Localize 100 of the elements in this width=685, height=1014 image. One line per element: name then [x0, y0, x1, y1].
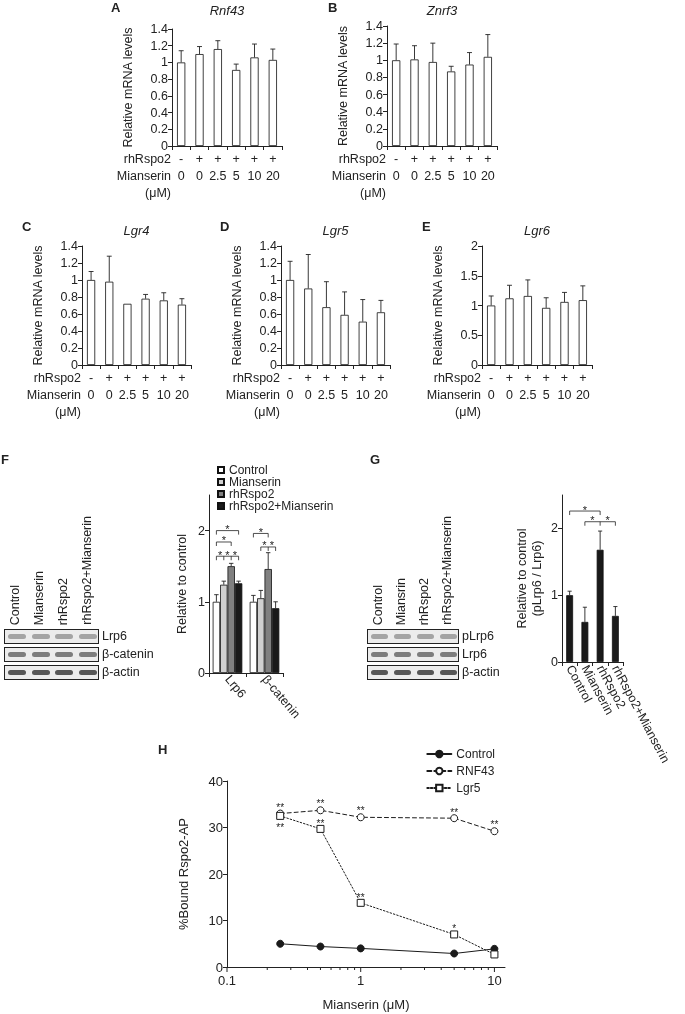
x-tick-label: + 0	[505, 370, 514, 402]
y-tick-label: 0	[551, 655, 559, 669]
y-axis-title: Relative mRNA levels	[30, 245, 45, 366]
bar	[376, 312, 385, 365]
bar	[358, 321, 367, 365]
x-tick-label: + 5	[232, 151, 240, 183]
y-tick-label: 2	[198, 523, 206, 538]
x-tick-label: + 5	[542, 370, 550, 402]
y-tick-label: 1.4	[150, 22, 169, 36]
text: H	[158, 742, 168, 757]
chart-title: Lgr4	[123, 222, 150, 238]
text: C	[22, 219, 32, 234]
annotation: **	[276, 801, 285, 813]
legend-label: Lgr5	[456, 781, 481, 795]
y-tick-label: 1	[71, 273, 79, 287]
x-tick-label: + 2.5	[424, 151, 442, 183]
bar	[465, 64, 474, 146]
x-axis-title: rhRspo2 Mianserin (μM)	[426, 370, 482, 419]
y-axis-title: Relative mRNA levels	[120, 27, 135, 148]
y-tick-label: 1	[471, 298, 479, 313]
y-axis-title: Relative mRNA levels	[229, 245, 244, 366]
bar	[340, 314, 349, 365]
y-tick-label: 1.2	[365, 36, 384, 51]
y-tick-label: 1.4	[60, 239, 79, 253]
annotation: *	[221, 534, 227, 547]
bar	[542, 307, 551, 365]
y-tick-label: 30	[208, 820, 223, 835]
y-tick-label: 0.4	[150, 105, 169, 120]
bar	[159, 300, 168, 365]
x-tick-label: + 10	[355, 370, 370, 402]
y-tick-label: 1.5	[460, 268, 479, 283]
x-tick-label: + 2.5	[209, 151, 227, 183]
y-tick-label: 0.8	[150, 72, 169, 87]
x-tick-label: + 10	[247, 151, 262, 183]
x-tick-label: + 20	[174, 370, 189, 402]
category-label: Lrp6	[102, 629, 128, 643]
annotation: *	[225, 523, 231, 536]
text: B	[328, 0, 338, 15]
category-label: β-actin	[462, 665, 500, 679]
x-axis-title: rhRspo2 Mianserin (μM)	[331, 151, 387, 200]
y-tick-label: 1	[376, 53, 384, 68]
y-tick-label: 0	[376, 139, 384, 153]
annotation: *	[582, 503, 588, 516]
x-tick-label: + 20	[480, 151, 495, 183]
y-tick-label: 0.2	[150, 122, 169, 137]
y-tick-label: 0.4	[365, 104, 384, 119]
x-tick-label: + 2.5	[118, 370, 137, 402]
annotation: *	[590, 514, 596, 527]
x-tick-label: + 20	[265, 151, 280, 183]
x-tick-label: - 0	[392, 151, 400, 183]
chart-title: Rnf43	[209, 2, 246, 18]
y-tick-label: 0.6	[60, 307, 79, 321]
legend-label: Mianserin	[229, 475, 282, 489]
bar	[447, 71, 456, 146]
bar	[392, 60, 401, 146]
y-tick-label: 2	[471, 239, 479, 253]
bar	[177, 304, 186, 365]
y-tick-label: 0	[471, 358, 479, 372]
annotation: **	[276, 821, 285, 833]
y-tick-label: 1.2	[150, 38, 169, 53]
x-axis-title: Mianserin (μM)	[322, 997, 410, 1012]
bar	[268, 59, 277, 146]
y-tick-label: 0.6	[259, 307, 278, 321]
text: G	[370, 452, 381, 467]
y-tick-label: 0	[198, 666, 206, 680]
annotation: **	[490, 819, 499, 831]
y-tick-label: 1	[198, 594, 206, 609]
category-label: Miansrin	[394, 577, 409, 625]
y-axis-title: Relative to control (pLrp6 / Lrp6)	[515, 528, 544, 629]
x-tick-label: + 20	[575, 370, 590, 402]
text: E	[422, 219, 431, 234]
chart-title: Lgr5	[322, 222, 350, 238]
bar	[304, 288, 313, 365]
y-tick-label: 0.4	[60, 324, 79, 338]
annotation: **	[316, 817, 325, 829]
x-tick-label: + 0	[105, 370, 113, 402]
bar	[123, 303, 132, 365]
category-label: Control	[371, 584, 386, 625]
y-tick-label: 0.4	[259, 324, 278, 338]
bar	[213, 49, 222, 146]
x-tick-label: - 0	[286, 370, 294, 402]
x-tick-label: + 10	[462, 151, 477, 183]
category-label: rhRspo2+Mianserin	[79, 516, 95, 625]
x-tick-label: 10	[487, 973, 502, 988]
legend-label: RNF43	[456, 764, 495, 778]
category-label: rhRspo2	[55, 577, 71, 625]
y-tick-label: 0	[215, 959, 223, 975]
text: D	[220, 219, 230, 234]
y-tick-label: 0.6	[365, 87, 384, 102]
y-tick-label: 10	[208, 913, 223, 928]
category-label: Control	[8, 584, 24, 625]
annotation: *	[225, 548, 231, 561]
y-tick-label: 40	[208, 773, 223, 789]
y-tick-label: 1	[161, 55, 169, 70]
bar	[232, 69, 241, 146]
x-tick-label: + 5	[447, 151, 455, 183]
chart-title: Lgr6	[523, 222, 551, 238]
annotation: **	[356, 805, 365, 817]
bar	[505, 298, 514, 365]
x-tick-label: + 0	[304, 370, 312, 402]
